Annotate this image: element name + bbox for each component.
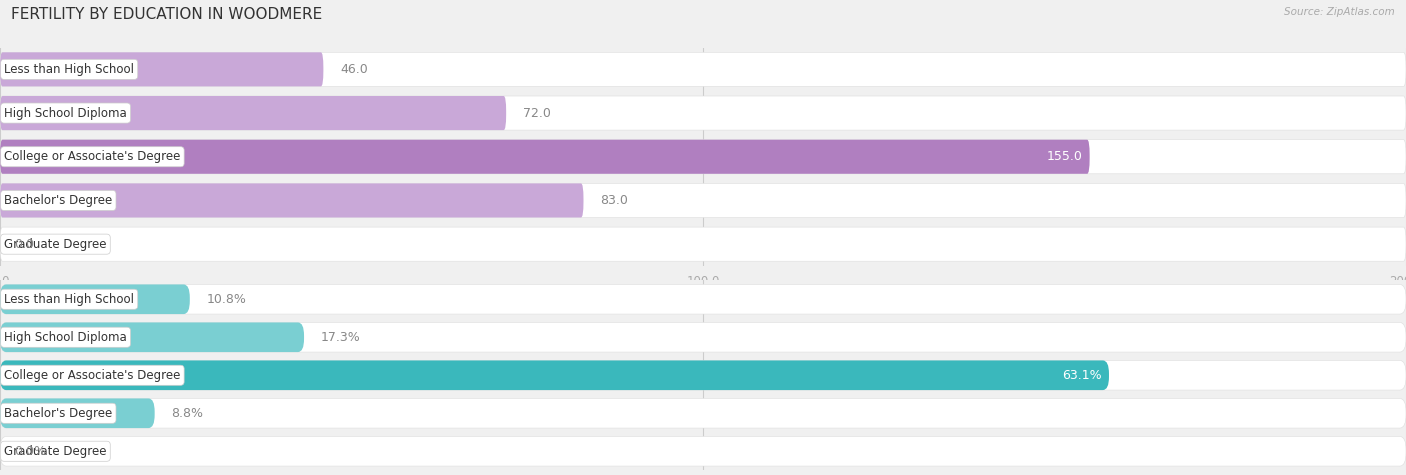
- Text: Less than High School: Less than High School: [4, 293, 134, 306]
- FancyBboxPatch shape: [0, 437, 1406, 466]
- Text: 0.0%: 0.0%: [14, 445, 46, 458]
- Text: Graduate Degree: Graduate Degree: [4, 445, 107, 458]
- FancyBboxPatch shape: [0, 399, 155, 428]
- FancyBboxPatch shape: [0, 140, 1406, 174]
- FancyBboxPatch shape: [0, 285, 190, 314]
- FancyBboxPatch shape: [0, 399, 1406, 428]
- Text: 17.3%: 17.3%: [321, 331, 361, 344]
- Text: High School Diploma: High School Diploma: [4, 331, 127, 344]
- Text: Less than High School: Less than High School: [4, 63, 134, 76]
- FancyBboxPatch shape: [0, 52, 1406, 86]
- FancyBboxPatch shape: [0, 361, 1406, 390]
- Text: Bachelor's Degree: Bachelor's Degree: [4, 194, 112, 207]
- Text: High School Diploma: High School Diploma: [4, 106, 127, 120]
- FancyBboxPatch shape: [0, 52, 323, 86]
- Text: 72.0: 72.0: [523, 106, 551, 120]
- FancyBboxPatch shape: [0, 183, 583, 218]
- Text: FERTILITY BY EDUCATION IN WOODMERE: FERTILITY BY EDUCATION IN WOODMERE: [11, 7, 322, 22]
- Text: 63.1%: 63.1%: [1063, 369, 1102, 382]
- Text: 155.0: 155.0: [1046, 150, 1083, 163]
- Text: College or Associate's Degree: College or Associate's Degree: [4, 369, 180, 382]
- Text: 46.0: 46.0: [340, 63, 368, 76]
- FancyBboxPatch shape: [0, 323, 1406, 352]
- Text: Graduate Degree: Graduate Degree: [4, 238, 107, 251]
- FancyBboxPatch shape: [0, 96, 1406, 130]
- FancyBboxPatch shape: [0, 96, 506, 130]
- FancyBboxPatch shape: [0, 183, 1406, 218]
- FancyBboxPatch shape: [0, 323, 304, 352]
- Text: Bachelor's Degree: Bachelor's Degree: [4, 407, 112, 420]
- Text: 0.0: 0.0: [14, 238, 34, 251]
- Text: Source: ZipAtlas.com: Source: ZipAtlas.com: [1284, 7, 1395, 17]
- Text: 83.0: 83.0: [600, 194, 628, 207]
- Text: College or Associate's Degree: College or Associate's Degree: [4, 150, 180, 163]
- FancyBboxPatch shape: [0, 285, 1406, 314]
- Text: 8.8%: 8.8%: [172, 407, 204, 420]
- FancyBboxPatch shape: [0, 227, 1406, 261]
- FancyBboxPatch shape: [0, 361, 1109, 390]
- Text: 10.8%: 10.8%: [207, 293, 246, 306]
- FancyBboxPatch shape: [0, 140, 1090, 174]
